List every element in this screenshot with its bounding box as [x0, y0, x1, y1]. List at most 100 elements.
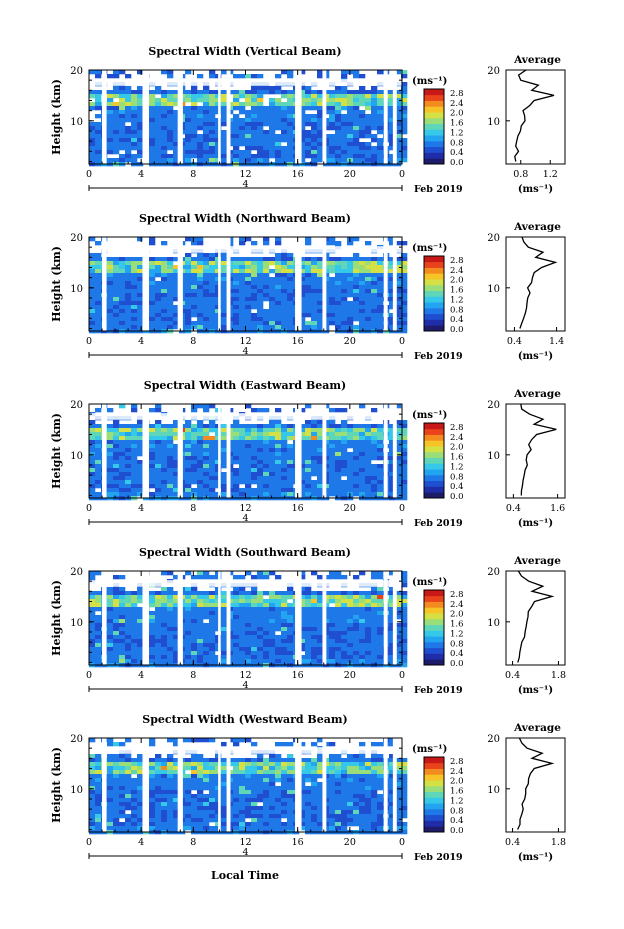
colorbar-tick-label: 1.6 [450, 453, 464, 463]
heatmap-cell [389, 472, 396, 477]
colorbar-swatch [424, 607, 444, 614]
heatmap-cell [173, 257, 180, 262]
heatmap-cell [131, 313, 138, 318]
heatmap-cell [173, 651, 180, 656]
heatmap-cell [113, 118, 120, 123]
heatmap-cell [203, 110, 210, 115]
heatmap-cell [299, 603, 306, 608]
heatmap-cell [155, 480, 162, 485]
heatmap-cell [377, 150, 384, 155]
heatmap-cell [377, 265, 384, 270]
heatmap-cell [329, 277, 336, 282]
data-gap [383, 70, 388, 164]
heatmap-cell [209, 639, 216, 644]
heatmap-cell [275, 265, 282, 270]
heatmap-cell [269, 285, 276, 290]
heatmap-cell [89, 492, 96, 497]
heatmap-cell [389, 595, 396, 600]
heatmap-cell [377, 317, 384, 322]
heatmap-cell [125, 607, 132, 612]
heatmap-cell [167, 257, 174, 262]
heatmap-cell [317, 118, 324, 123]
heatmap-cell [329, 436, 336, 441]
heatmap-cell [167, 460, 174, 465]
colorbar-swatch [424, 457, 444, 464]
heatmap-cell [161, 591, 168, 596]
heatmap-cell [119, 102, 126, 107]
heatmap-cell [209, 635, 216, 640]
heatmap-cell [137, 476, 144, 481]
heatmap-cell [329, 281, 336, 286]
heatmap-cell [173, 738, 180, 743]
heatmap-cell [221, 643, 228, 648]
heatmap-cell [233, 607, 240, 612]
heatmap-cell [239, 651, 246, 656]
heatmap-cell [389, 130, 396, 135]
heatmap-cell [395, 118, 402, 123]
heatmap-cell [401, 273, 408, 278]
heatmap-cell [221, 595, 228, 600]
heatmap-cell [275, 635, 282, 640]
heatmap-cell [107, 480, 114, 485]
heatmap-cell [119, 603, 126, 608]
heatmap-cell [353, 154, 360, 159]
heatmap-cell [245, 102, 252, 107]
data-gap [295, 70, 302, 164]
heatmap-cell [197, 436, 204, 441]
heatmap-cell [173, 122, 180, 127]
heatmap-cell [389, 587, 396, 592]
heatmap-cell [347, 476, 354, 481]
heatmap-cell [233, 599, 240, 604]
heatmap-cell [95, 492, 102, 497]
heatmap-cell [197, 293, 204, 298]
heatmap-cell [263, 460, 270, 465]
heatmap-cell [209, 619, 216, 624]
heatmap-cell [335, 647, 342, 652]
heatmap-cell [365, 607, 372, 612]
heatmap-cell [113, 269, 120, 274]
heatmap-cell [389, 611, 396, 616]
heatmap-cell [389, 261, 396, 266]
heatmap-cell [377, 440, 384, 445]
heatmap-cell [113, 114, 120, 119]
heatmap-cell [401, 130, 408, 135]
heatmap-cell [197, 484, 204, 489]
heatmap-cell [197, 420, 204, 425]
heatmap-cell [335, 627, 342, 632]
heatmap-cell [317, 265, 324, 270]
heatmap-cell [317, 154, 324, 159]
heatmap-cell [281, 448, 288, 453]
heatmap-cell [221, 436, 228, 441]
heatmap-cell [281, 289, 288, 294]
heatmap-cell [395, 134, 402, 139]
colorbar-swatch [424, 590, 444, 597]
heatmap-cell [203, 305, 210, 310]
heatmap-cell [359, 758, 366, 763]
heatmap-cell [359, 94, 366, 99]
heatmap-cell [359, 468, 366, 473]
data-gap [218, 237, 221, 331]
heatmap-cell [317, 114, 324, 119]
heatmap-cell [185, 587, 192, 592]
heatmap-cell [149, 440, 156, 445]
heatmap-cell [137, 635, 144, 640]
heatmap-cell [275, 468, 282, 473]
heatmap-cell [221, 158, 228, 163]
heatmap-cell [257, 301, 264, 306]
heatmap-cell [137, 655, 144, 660]
heatmap-cell [155, 138, 162, 143]
heatmap-cell [113, 611, 120, 616]
heatmap-cell [341, 647, 348, 652]
heatmap-cell [113, 659, 120, 664]
heatmap-cell [197, 476, 204, 481]
heatmap-cell [113, 452, 120, 457]
heatmap-cell [275, 277, 282, 282]
heatmap-cell [365, 428, 372, 433]
heatmap-cell [401, 110, 408, 115]
heatmap-cell [203, 114, 210, 119]
heatmap-cell [395, 436, 402, 441]
heatmap-cell [95, 138, 102, 143]
heatmap-cell [371, 611, 378, 616]
heatmap-cell [281, 488, 288, 493]
heatmap-cell [137, 313, 144, 318]
